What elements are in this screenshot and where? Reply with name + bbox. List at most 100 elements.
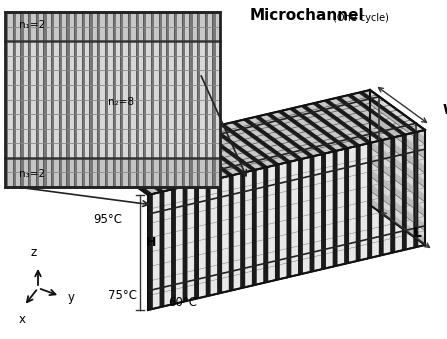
Polygon shape <box>252 170 257 286</box>
Polygon shape <box>367 142 372 259</box>
Bar <box>120 12 123 187</box>
Polygon shape <box>321 153 326 270</box>
Bar <box>5 41 220 158</box>
Polygon shape <box>162 138 222 179</box>
Bar <box>21 12 24 187</box>
Polygon shape <box>197 129 257 171</box>
Bar <box>174 12 177 187</box>
Text: z: z <box>31 246 37 259</box>
Text: n₂=8: n₂=8 <box>108 97 135 107</box>
Polygon shape <box>370 155 425 202</box>
Polygon shape <box>263 167 268 283</box>
Polygon shape <box>183 186 187 302</box>
Bar <box>82 12 85 187</box>
Polygon shape <box>310 156 314 272</box>
Polygon shape <box>266 113 326 154</box>
Polygon shape <box>275 164 280 280</box>
Text: L: L <box>413 226 422 240</box>
Bar <box>89 12 93 187</box>
Polygon shape <box>402 134 407 251</box>
Polygon shape <box>324 100 384 141</box>
Bar <box>151 12 154 187</box>
Bar <box>166 12 169 187</box>
Polygon shape <box>151 140 211 181</box>
Polygon shape <box>217 178 222 294</box>
Polygon shape <box>312 102 372 143</box>
Polygon shape <box>105 151 164 192</box>
Polygon shape <box>370 126 425 173</box>
Polygon shape <box>370 140 425 187</box>
Bar <box>113 12 116 187</box>
Bar <box>43 12 46 187</box>
Bar <box>5 158 220 187</box>
Polygon shape <box>370 90 425 245</box>
Polygon shape <box>206 180 211 297</box>
Polygon shape <box>93 90 425 195</box>
Polygon shape <box>229 175 234 291</box>
Polygon shape <box>128 146 187 187</box>
Bar <box>36 12 39 187</box>
Polygon shape <box>194 183 199 299</box>
Bar <box>5 12 8 187</box>
Polygon shape <box>186 132 245 173</box>
Text: W: W <box>443 103 447 117</box>
Text: (One cycle): (One cycle) <box>333 13 389 23</box>
Text: H: H <box>146 236 156 249</box>
Polygon shape <box>139 143 199 184</box>
Polygon shape <box>240 172 245 288</box>
Polygon shape <box>171 188 176 304</box>
Bar <box>128 12 131 187</box>
Text: 95°C: 95°C <box>93 213 122 226</box>
Bar <box>59 12 62 187</box>
Bar <box>67 12 70 187</box>
Text: Microchannel: Microchannel <box>250 8 365 23</box>
Polygon shape <box>289 108 349 149</box>
Text: x: x <box>18 313 25 326</box>
Polygon shape <box>243 119 303 160</box>
Polygon shape <box>413 132 418 248</box>
Bar <box>105 12 108 187</box>
Polygon shape <box>390 137 395 253</box>
Text: 75°C: 75°C <box>108 289 137 302</box>
Bar <box>51 12 54 187</box>
Bar <box>135 12 139 187</box>
Polygon shape <box>148 130 425 310</box>
Bar <box>159 12 162 187</box>
Bar <box>5 12 220 187</box>
Text: n₁=2: n₁=2 <box>19 20 45 30</box>
Polygon shape <box>370 97 425 144</box>
Bar <box>143 12 147 187</box>
Polygon shape <box>370 169 425 216</box>
Bar <box>181 12 185 187</box>
Polygon shape <box>379 140 384 256</box>
Bar <box>197 12 200 187</box>
Text: y: y <box>68 291 75 303</box>
Polygon shape <box>344 148 349 264</box>
Polygon shape <box>347 94 407 135</box>
Bar <box>28 12 31 187</box>
Text: 60°C: 60°C <box>168 296 197 308</box>
Polygon shape <box>370 198 425 245</box>
Polygon shape <box>335 97 395 138</box>
Polygon shape <box>116 148 176 190</box>
Polygon shape <box>370 183 425 231</box>
Bar <box>74 12 77 187</box>
Bar <box>212 12 215 187</box>
Polygon shape <box>174 135 234 176</box>
Polygon shape <box>298 159 303 275</box>
Polygon shape <box>358 92 418 133</box>
Polygon shape <box>333 151 337 267</box>
Polygon shape <box>148 194 153 310</box>
Polygon shape <box>232 121 291 162</box>
Polygon shape <box>356 145 361 261</box>
Bar <box>5 12 220 41</box>
Polygon shape <box>287 161 291 278</box>
Text: n₃=2: n₃=2 <box>19 169 45 179</box>
Polygon shape <box>278 111 337 152</box>
Bar <box>205 12 208 187</box>
Polygon shape <box>220 124 280 165</box>
Polygon shape <box>93 154 153 195</box>
Bar <box>97 12 101 187</box>
Polygon shape <box>160 191 164 307</box>
Polygon shape <box>301 105 361 146</box>
